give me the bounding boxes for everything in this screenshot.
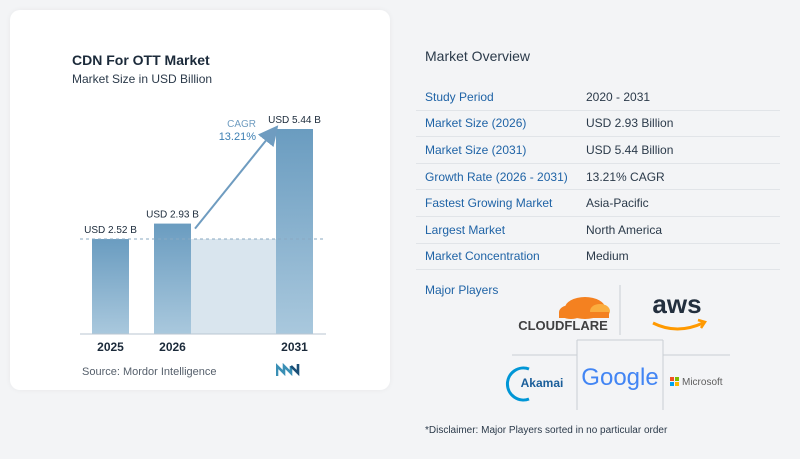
source-note: Source: Mordor Intelligence: [82, 366, 217, 378]
google-logo: Google: [581, 364, 658, 391]
overview-title: Market Overview: [425, 48, 531, 64]
row-label: Study Period: [425, 89, 494, 104]
microsoft-wordmark: Microsoft: [682, 377, 723, 388]
row-label: Market Concentration: [425, 249, 540, 264]
bar-2025: [92, 239, 129, 334]
row-value: USD 5.44 Billion: [586, 142, 674, 157]
overview-table: Study Period 2020 - 2031 Market Size (202…: [416, 84, 780, 271]
overview-row: Largest Market North America: [416, 217, 780, 244]
row-value: Medium: [586, 249, 629, 264]
overview-row: Study Period 2020 - 2031: [416, 84, 780, 111]
row-value: North America: [586, 222, 663, 237]
cloudflare-wordmark: CLOUDFLARE: [518, 318, 608, 333]
overview-row: Market Size (2031) USD 5.44 Billion: [416, 137, 780, 164]
row-label: Market Size (2031): [425, 142, 527, 157]
row-value: 13.21% CAGR: [586, 169, 665, 184]
cagr-label: CAGR: [227, 119, 256, 130]
disclaimer: *Disclaimer: Major Players sorted in no …: [425, 425, 668, 436]
row-label: Market Size (2026): [425, 116, 527, 131]
bar-chart: USD 2.52 B 2025 USD 2.93 B 2026 USD 5.44 B 20…: [80, 115, 326, 354]
x-tick-2026: 2026: [159, 340, 186, 354]
row-value: USD 2.93 Billion: [586, 116, 674, 131]
chart-subtitle: Market Size in USD Billion: [72, 72, 213, 86]
x-tick-2025: 2025: [97, 340, 124, 354]
growth-shade: [191, 239, 276, 334]
bar-2031: [276, 129, 313, 334]
row-value: 2020 - 2031: [586, 89, 651, 104]
microsoft-logo: Microsoft: [670, 377, 723, 388]
row-label: Largest Market: [425, 222, 506, 237]
aws-wordmark: aws: [652, 289, 701, 319]
overview-row: Growth Rate (2026 - 2031) 13.21% CAGR: [416, 164, 780, 191]
cagr-arrow: [194, 125, 279, 230]
overview-row: Market Concentration Medium: [416, 244, 780, 271]
overview-row: Market Size (2026) USD 2.93 Billion: [416, 111, 780, 138]
row-label: Fastest Growing Market: [425, 196, 553, 211]
major-players-label: Major Players: [425, 283, 499, 297]
x-tick-2031: 2031: [281, 340, 308, 354]
mordor-intelligence-logo: [276, 363, 300, 377]
major-players-grid: CLOUDFLARE aws Akamai Google Microsoft: [506, 285, 730, 410]
data-label-2025: USD 2.52 B: [84, 225, 137, 236]
bar-2026: [154, 223, 191, 334]
google-wordmark: Google: [581, 364, 658, 391]
chart-title: CDN For OTT Market: [72, 52, 210, 68]
row-value: Asia-Pacific: [586, 196, 649, 211]
cloudflare-logo: CLOUDFLARE: [518, 297, 610, 333]
overview-row: Fastest Growing Market Asia-Pacific: [416, 190, 780, 217]
data-label-2031: USD 5.44 B: [268, 115, 321, 126]
aws-logo: aws: [652, 289, 707, 331]
row-label: Growth Rate (2026 - 2031): [425, 169, 568, 184]
akamai-wordmark: Akamai: [521, 376, 564, 390]
data-label-2026: USD 2.93 B: [146, 210, 199, 221]
akamai-logo: Akamai: [506, 366, 564, 402]
cagr-value: 13.21%: [219, 131, 257, 143]
